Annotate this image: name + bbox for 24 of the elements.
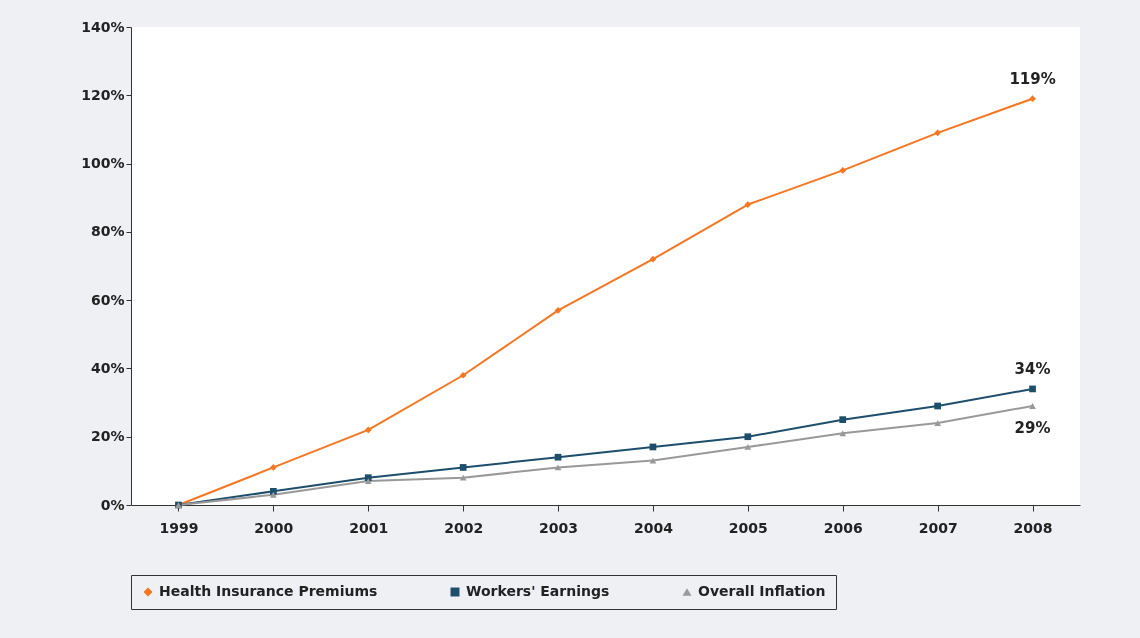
x-tick-label: 1999 bbox=[159, 519, 199, 536]
x-tick-label: 2003 bbox=[539, 519, 579, 536]
y-tick-label: 60% bbox=[90, 291, 125, 308]
x-tick-label: 2008 bbox=[1013, 519, 1053, 536]
y-tick-label: 0% bbox=[100, 496, 125, 513]
legend-label: Overall Inflation bbox=[698, 583, 826, 599]
x-tick-label: 2007 bbox=[918, 519, 958, 536]
y-tick-label: 40% bbox=[90, 359, 125, 376]
y-tick-label: 140% bbox=[81, 18, 125, 35]
data-label: 34% bbox=[1014, 359, 1051, 378]
legend-label: Health Insurance Premiums bbox=[159, 583, 378, 599]
y-tick-label: 120% bbox=[81, 86, 125, 103]
x-tick-label: 2000 bbox=[254, 519, 294, 536]
x-tick-label: 2006 bbox=[823, 519, 863, 536]
x-tick-label: 2004 bbox=[633, 519, 674, 536]
x-tick-label: 2002 bbox=[444, 519, 484, 536]
legend-label: Workers' Earnings bbox=[466, 583, 610, 599]
y-tick-label: 100% bbox=[81, 155, 125, 172]
y-tick-label: 80% bbox=[90, 223, 125, 240]
x-tick-label: 2005 bbox=[728, 519, 768, 536]
x-tick-label: 2001 bbox=[349, 519, 389, 536]
data-label: 29% bbox=[1014, 418, 1051, 437]
data-label: 119% bbox=[1009, 69, 1056, 88]
y-tick-label: 20% bbox=[90, 428, 125, 445]
